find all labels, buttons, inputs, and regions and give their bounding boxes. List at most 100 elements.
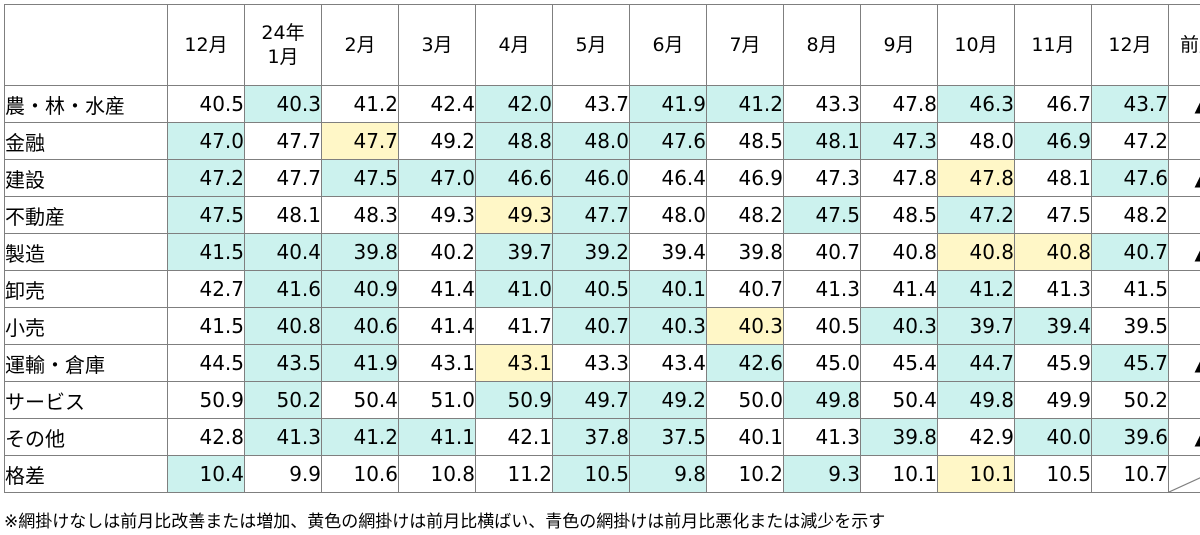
value-cell: 46.3 <box>937 85 1015 123</box>
value-cell: 44.5 <box>167 344 245 382</box>
change-cell: 0.7 <box>1168 196 1200 234</box>
value-cell: 40.4 <box>244 233 322 271</box>
value-cell: 9.3 <box>783 455 861 493</box>
value-cell: 42.9 <box>937 418 1015 456</box>
value-cell: 43.3 <box>552 344 630 382</box>
value-cell: 39.4 <box>629 233 707 271</box>
value-cell: 41.4 <box>860 270 938 308</box>
value-cell: 41.9 <box>629 85 707 123</box>
value-cell: 40.7 <box>706 270 784 308</box>
value-cell: 48.0 <box>629 196 707 234</box>
value-cell: 40.0 <box>1014 418 1092 456</box>
footnote: ※網掛けなしは前月比改善または増加、黄色の網掛けは前月比横ばい、青色の網掛けは前… <box>4 512 886 532</box>
value-cell: 43.4 <box>629 344 707 382</box>
value-cell: 10.8 <box>398 455 476 493</box>
value-cell: 40.5 <box>167 85 245 123</box>
value-cell: 48.1 <box>1014 159 1092 197</box>
value-cell: 40.8 <box>860 233 938 271</box>
value-cell: 47.5 <box>321 159 399 197</box>
value-cell: 39.5 <box>1091 307 1169 345</box>
value-cell: 43.3 <box>783 85 861 123</box>
value-cell: 49.2 <box>398 122 476 160</box>
value-cell: 43.7 <box>552 85 630 123</box>
value-cell: 45.4 <box>860 344 938 382</box>
table-row: サービス 50.9 50.2 50.4 51.0 50.9 49.7 49.2 50.0 49.8… <box>4 381 1200 419</box>
value-cell: 37.5 <box>629 418 707 456</box>
row-label: 農・林・水産 <box>4 85 168 123</box>
value-cell: 48.2 <box>1091 196 1169 234</box>
value-cell: 51.0 <box>398 381 476 419</box>
value-cell: 50.9 <box>167 381 245 419</box>
value-cell: 41.5 <box>167 307 245 345</box>
value-cell: 50.4 <box>860 381 938 419</box>
value-cell: 39.7 <box>937 307 1015 345</box>
value-cell: 40.3 <box>629 307 707 345</box>
table-row: 運輸・倉庫 44.5 43.5 41.9 43.1 43.1 43.3 43.4 42.6 45.… <box>4 344 1200 382</box>
header-month: 2月 <box>321 4 399 86</box>
value-cell: 47.6 <box>1091 159 1169 197</box>
empty-diagonal-cell <box>1168 455 1200 493</box>
header-year: 24年 <box>261 22 305 44</box>
value-cell: 47.2 <box>1091 122 1169 160</box>
value-cell: 49.3 <box>398 196 476 234</box>
value-cell: 9.8 <box>629 455 707 493</box>
value-cell: 41.2 <box>706 85 784 123</box>
value-cell: 39.7 <box>475 233 553 271</box>
change-cell: ▲ 0.5 <box>1168 159 1200 197</box>
value-cell: 49.2 <box>629 381 707 419</box>
value-cell: 9.9 <box>244 455 322 493</box>
value-cell: 40.8 <box>244 307 322 345</box>
value-cell: 47.7 <box>321 122 399 160</box>
change-cell: ▲ 0.1 <box>1168 233 1200 271</box>
value-cell: 47.5 <box>1014 196 1092 234</box>
value-cell: 43.7 <box>1091 85 1169 123</box>
value-cell: 10.5 <box>552 455 630 493</box>
value-cell: 43.5 <box>244 344 322 382</box>
value-cell: 47.7 <box>244 159 322 197</box>
value-cell: 47.3 <box>860 122 938 160</box>
table-row: 不動産 47.5 48.1 48.3 49.3 49.3 47.7 48.0 48.2 47.5 4… <box>4 196 1200 234</box>
value-cell: 41.0 <box>475 270 553 308</box>
value-cell: 41.5 <box>167 233 245 271</box>
value-cell: 40.9 <box>321 270 399 308</box>
value-cell: 37.8 <box>552 418 630 456</box>
header-change: 前月比 <box>1168 4 1200 86</box>
value-cell: 40.6 <box>321 307 399 345</box>
value-cell: 41.3 <box>1014 270 1092 308</box>
value-cell: 10.1 <box>860 455 938 493</box>
value-cell: 44.7 <box>937 344 1015 382</box>
value-cell: 48.5 <box>860 196 938 234</box>
header-row: 12月 24年 1月 2月 3月 4月 5月 6月 7月 8月 9月 10月 11… <box>4 4 1200 86</box>
value-cell: 46.9 <box>1014 122 1092 160</box>
value-cell: 42.1 <box>475 418 553 456</box>
value-cell: 45.9 <box>1014 344 1092 382</box>
value-cell: 47.3 <box>783 159 861 197</box>
value-cell: 46.9 <box>706 159 784 197</box>
row-label: 小売 <box>4 307 168 345</box>
value-cell: 42.4 <box>398 85 476 123</box>
value-cell: 40.1 <box>706 418 784 456</box>
value-cell: 47.7 <box>552 196 630 234</box>
change-cell: 0.3 <box>1168 381 1200 419</box>
value-cell: 46.4 <box>629 159 707 197</box>
header-month: 24年 1月 <box>244 4 322 86</box>
row-label: 不動産 <box>4 196 168 234</box>
value-cell: 41.5 <box>1091 270 1169 308</box>
value-cell: 42.0 <box>475 85 553 123</box>
value-cell: 43.1 <box>475 344 553 382</box>
value-cell: 49.3 <box>475 196 553 234</box>
change-cell: ▲ 0.4 <box>1168 418 1200 456</box>
header-month: 11月 <box>1014 4 1092 86</box>
header-month: 12月 <box>1091 4 1169 86</box>
value-cell: 49.9 <box>1014 381 1092 419</box>
value-cell: 42.8 <box>167 418 245 456</box>
value-cell: 47.8 <box>860 159 938 197</box>
value-cell: 41.7 <box>475 307 553 345</box>
value-cell: 40.1 <box>629 270 707 308</box>
value-cell: 48.5 <box>706 122 784 160</box>
value-cell: 39.2 <box>552 233 630 271</box>
change-cell: 0.2 <box>1168 270 1200 308</box>
value-cell: 49.8 <box>783 381 861 419</box>
table-row: 製造 41.5 40.4 39.8 40.2 39.7 39.2 39.4 39.8 40.7 40… <box>4 233 1200 271</box>
value-cell: 10.2 <box>706 455 784 493</box>
